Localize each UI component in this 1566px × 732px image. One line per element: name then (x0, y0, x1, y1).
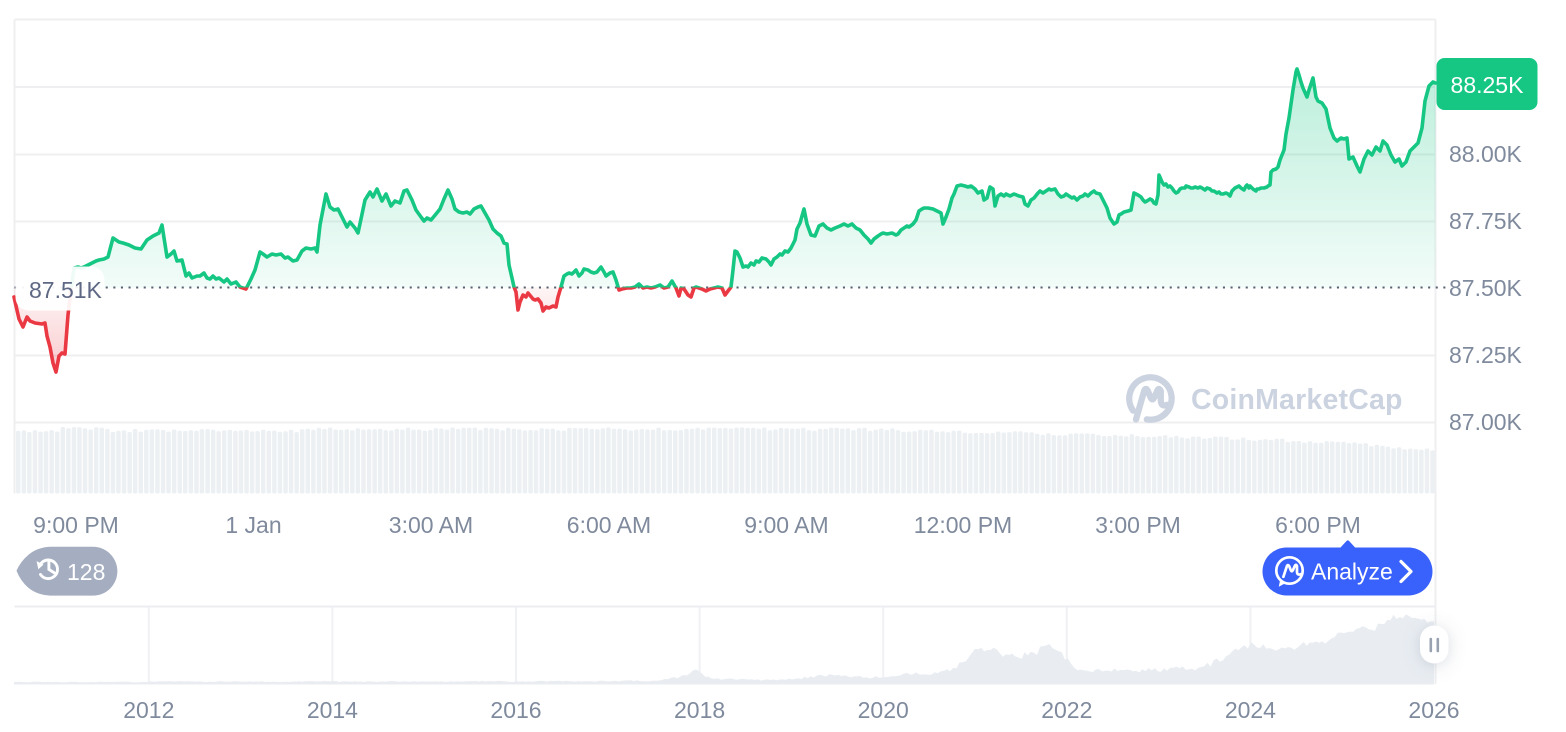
svg-text:87.25K: 87.25K (1449, 342, 1523, 368)
svg-text:2020: 2020 (858, 697, 909, 723)
svg-text:3:00 AM: 3:00 AM (389, 512, 473, 538)
svg-text:Analyze: Analyze (1311, 559, 1393, 585)
svg-text:1 Jan: 1 Jan (225, 512, 281, 538)
svg-text:2016: 2016 (490, 697, 541, 723)
svg-text:128: 128 (67, 559, 105, 585)
svg-text:87.75K: 87.75K (1449, 208, 1523, 234)
svg-text:2022: 2022 (1041, 697, 1092, 723)
svg-text:2024: 2024 (1225, 697, 1276, 723)
svg-text:87.00K: 87.00K (1449, 409, 1523, 435)
svg-text:2018: 2018 (674, 697, 725, 723)
svg-text:2026: 2026 (1408, 697, 1459, 723)
svg-text:9:00 PM: 9:00 PM (33, 512, 119, 538)
svg-text:6:00 AM: 6:00 AM (567, 512, 651, 538)
svg-text:87.51K: 87.51K (29, 277, 103, 303)
svg-text:9:00 AM: 9:00 AM (744, 512, 828, 538)
svg-text:88.00K: 88.00K (1449, 141, 1523, 167)
svg-text:3:00 PM: 3:00 PM (1095, 512, 1181, 538)
svg-text:12:00 PM: 12:00 PM (914, 512, 1012, 538)
svg-text:2014: 2014 (307, 697, 358, 723)
svg-text:2012: 2012 (123, 697, 174, 723)
svg-text:88.25K: 88.25K (1451, 72, 1525, 98)
svg-text:CoinMarketCap: CoinMarketCap (1191, 384, 1403, 416)
svg-text:87.50K: 87.50K (1449, 275, 1523, 301)
svg-text:6:00 PM: 6:00 PM (1275, 512, 1361, 538)
